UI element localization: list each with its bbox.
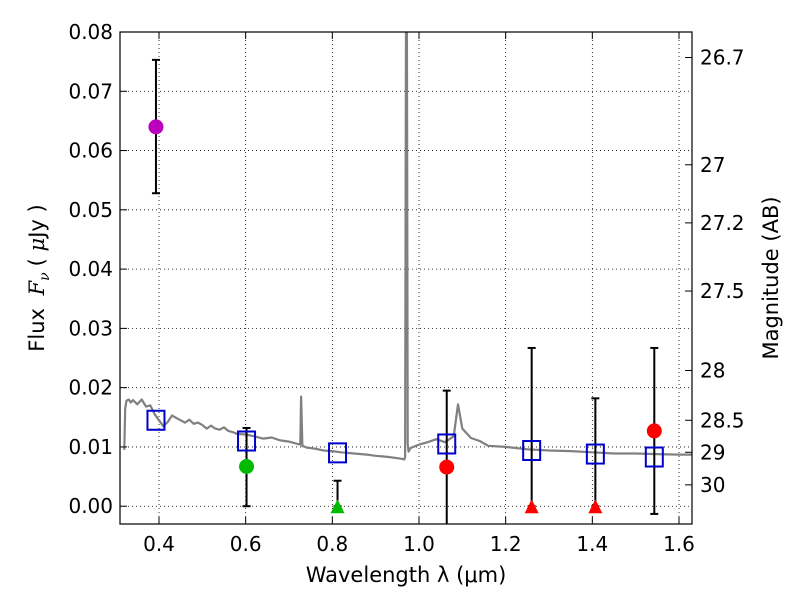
- y-tick-label: 0.05: [68, 198, 113, 222]
- x-tick-label: 0.6: [230, 532, 262, 556]
- y-tick-label: 0.04: [68, 257, 113, 281]
- x-tick-label: 1.4: [576, 532, 608, 556]
- plot-frame: [119, 31, 693, 525]
- right-tick-label: 27: [700, 153, 725, 177]
- observed-point: [148, 119, 164, 135]
- y-tick-label: 0.08: [68, 20, 113, 44]
- observed-point: [646, 423, 662, 439]
- right-tick-label: 27.2: [700, 211, 745, 235]
- plot-area: [123, 32, 692, 524]
- model-square: [237, 430, 257, 452]
- y-axis-title: Flux Fν( μJy ): [25, 204, 53, 351]
- x-tick-label: 0.8: [316, 532, 348, 556]
- model-square: [522, 439, 542, 461]
- y-tick-label: 0.03: [68, 316, 113, 340]
- model-square: [146, 409, 166, 431]
- observed-point: [439, 459, 455, 475]
- right-tick-label: 29: [700, 440, 725, 464]
- x-tick-label: 1.0: [403, 532, 435, 556]
- y-tick-label: 0.07: [68, 79, 113, 103]
- y-tick-label: 0.00: [68, 494, 113, 518]
- upper-limit-triangle: [588, 499, 603, 514]
- observed-point: [239, 459, 255, 475]
- model-square: [328, 442, 348, 464]
- x-tick-label: 1.2: [490, 532, 522, 556]
- ticks: 0.4 0.6 0.8 1.0 1.2 1.4 1.6 0.00 0.01 0.02 0.03 0.0…: [68, 20, 744, 556]
- sed-template-line: [123, 32, 692, 461]
- plot-data: [123, 32, 692, 524]
- right-tick-label: 28: [700, 358, 725, 382]
- upper-limit-triangle: [524, 499, 539, 514]
- model-square: [585, 443, 605, 465]
- right-tick-label: 28.5: [700, 408, 745, 432]
- right-tick-label: 26.7: [700, 45, 745, 69]
- model-square: [437, 433, 457, 455]
- y-tick-label: 0.02: [68, 376, 113, 400]
- right-tick-label: 27.5: [700, 279, 745, 303]
- x-axis-title: Wavelength λ (μm): [306, 563, 507, 587]
- x-tick-label: 1.6: [663, 532, 695, 556]
- right-axis-title: Magnitude (AB): [759, 196, 783, 359]
- x-tick-label: 0.4: [143, 532, 175, 556]
- right-tick-label: 30: [700, 473, 725, 497]
- y-tick-label: 0.01: [68, 435, 113, 459]
- upper-limit-triangle: [330, 499, 345, 514]
- model-square: [644, 446, 664, 468]
- y-tick-label: 0.06: [68, 139, 113, 163]
